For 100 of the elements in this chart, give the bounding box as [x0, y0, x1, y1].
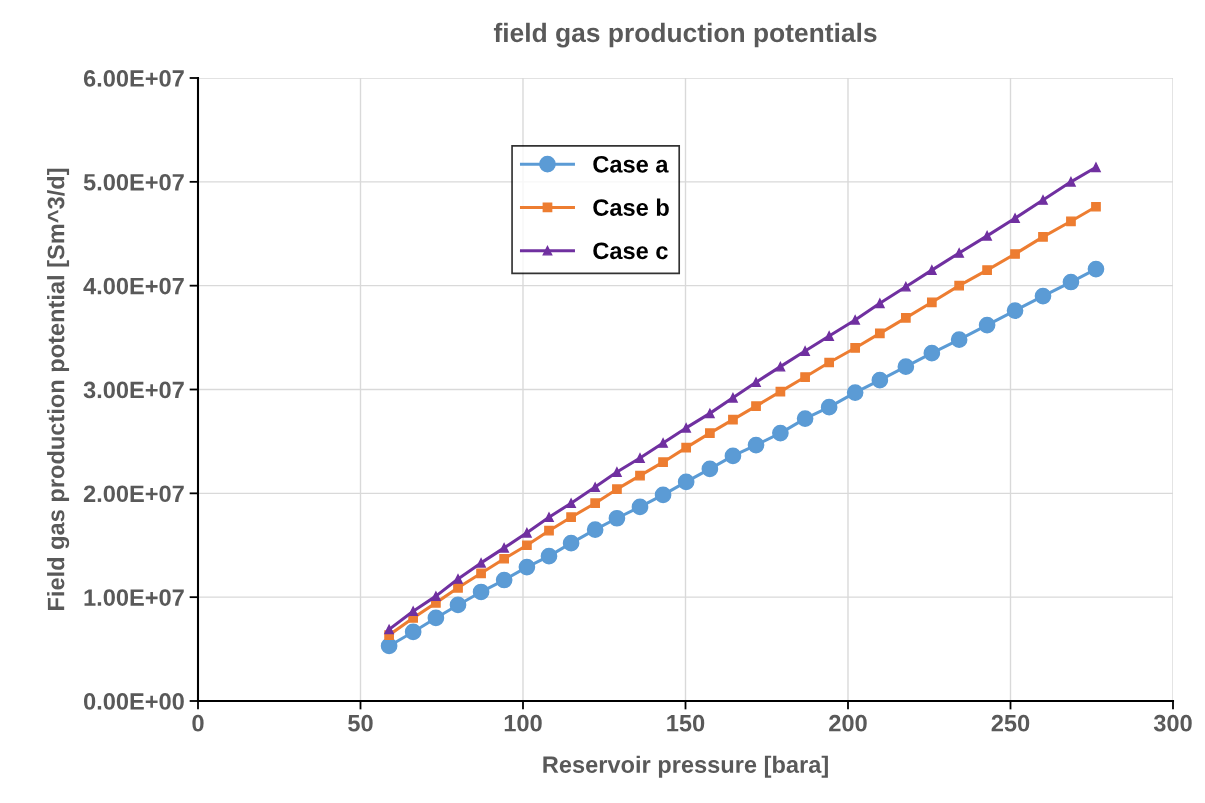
point	[1006, 302, 1024, 319]
point	[705, 408, 715, 419]
point	[544, 512, 554, 523]
y-tick-label: 4.00E+07	[83, 277, 184, 295]
point	[681, 442, 692, 453]
point	[586, 521, 604, 539]
point	[1038, 195, 1048, 205]
point	[476, 568, 486, 579]
point	[1066, 216, 1076, 227]
point	[590, 498, 601, 509]
x-tick-label: 250	[991, 714, 1030, 732]
point	[1062, 273, 1080, 291]
point	[982, 265, 992, 275]
point	[846, 384, 864, 401]
y-tick-label: 0.00E+00	[83, 693, 184, 710]
point	[705, 428, 715, 438]
point	[476, 558, 486, 568]
point	[540, 547, 558, 565]
point	[495, 571, 513, 589]
point	[871, 371, 889, 389]
point	[658, 438, 668, 448]
point	[427, 609, 445, 627]
point	[449, 596, 467, 614]
point	[751, 401, 761, 411]
point	[874, 298, 885, 309]
point	[820, 398, 838, 416]
x-tick-label: 150	[667, 714, 705, 732]
point	[800, 372, 810, 382]
x-tick-label: 0	[192, 714, 204, 732]
point	[701, 460, 719, 478]
x-tick-label: 100	[504, 714, 542, 732]
point	[950, 331, 968, 348]
point	[900, 312, 911, 323]
y-tick-label: 5.00E+07	[83, 173, 184, 191]
y-tick-label: 6.00E+07	[83, 70, 184, 87]
point	[775, 361, 786, 372]
point	[850, 343, 861, 353]
point	[453, 582, 463, 593]
point	[897, 358, 915, 375]
point	[1010, 213, 1020, 224]
point	[608, 509, 626, 527]
y-tick-label: 1.00E+07	[84, 589, 184, 606]
point	[1066, 176, 1076, 187]
point	[635, 470, 645, 481]
point	[566, 512, 576, 523]
point	[1010, 249, 1020, 259]
y-tick-label: 3.00E+07	[83, 381, 184, 399]
point	[408, 606, 419, 617]
point	[380, 637, 398, 655]
x-tick-label: 300	[1153, 714, 1192, 732]
point	[747, 436, 765, 454]
point	[522, 540, 532, 551]
point	[926, 297, 937, 308]
point	[1038, 232, 1048, 242]
point	[631, 498, 649, 516]
point	[612, 467, 622, 477]
point	[796, 410, 814, 427]
x-tick-label: 200	[829, 714, 867, 732]
point	[1091, 201, 1101, 212]
point	[728, 414, 738, 425]
point	[499, 553, 510, 564]
point	[472, 583, 490, 601]
x-tick-label: 50	[348, 714, 373, 732]
legend-label: Case c	[593, 242, 668, 260]
point	[404, 623, 422, 641]
point	[1034, 287, 1052, 305]
legend-label: Case b	[593, 198, 669, 216]
point	[954, 280, 965, 291]
point	[728, 392, 738, 403]
y-axis-title: Field gas production potential [Sm^3/d]	[47, 168, 70, 610]
point	[850, 315, 861, 325]
point	[499, 542, 510, 553]
point	[654, 486, 672, 504]
point	[658, 457, 668, 468]
legend-label: Case a	[593, 155, 669, 173]
point	[874, 328, 885, 339]
point	[677, 473, 695, 491]
point	[384, 624, 394, 635]
chart-title: field gas production potentials	[493, 22, 877, 48]
point	[954, 248, 965, 258]
point	[978, 316, 996, 334]
point	[923, 344, 941, 362]
point	[900, 281, 911, 292]
point	[982, 230, 992, 241]
point	[453, 574, 463, 584]
point	[824, 331, 835, 341]
point	[635, 453, 645, 463]
y-tick-label: 2.00E+07	[83, 485, 184, 503]
point	[724, 447, 742, 465]
point	[566, 498, 576, 509]
point	[431, 591, 441, 601]
point	[590, 482, 601, 492]
x-axis-title: Reservoir pressure [bara]	[543, 755, 828, 778]
point	[1091, 162, 1101, 173]
point	[926, 265, 937, 275]
point	[518, 558, 536, 576]
point	[612, 484, 622, 495]
point	[1087, 260, 1105, 278]
point	[681, 423, 692, 433]
point	[562, 534, 580, 552]
